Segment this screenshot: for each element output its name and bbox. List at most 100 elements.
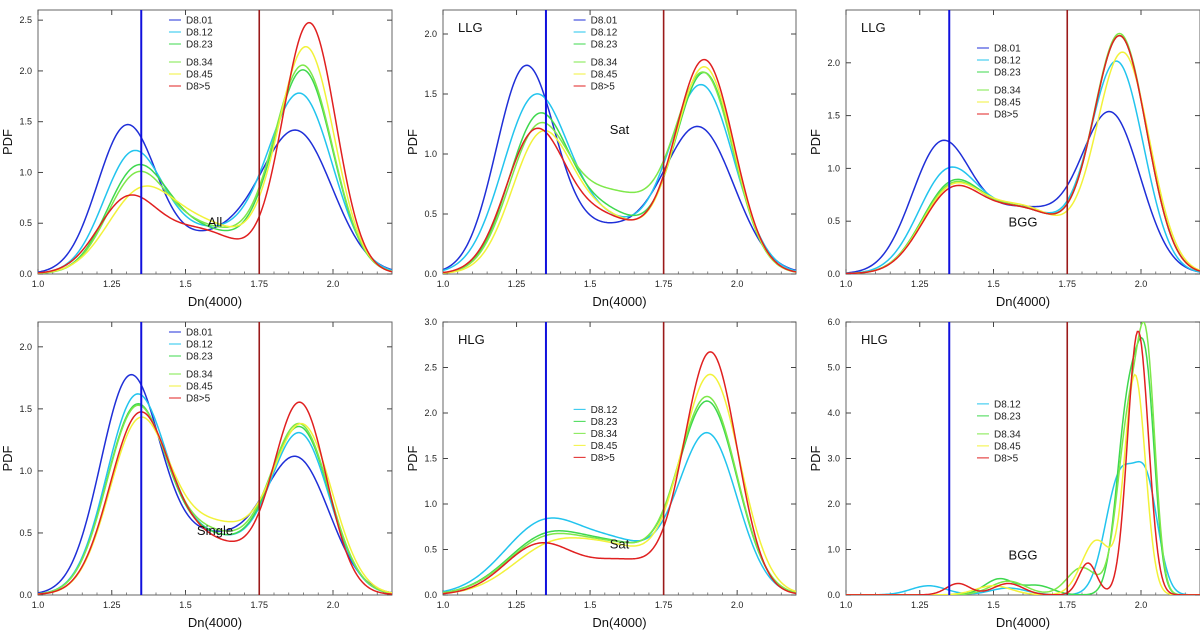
y-tick-label: 2.0 [19, 342, 32, 352]
legend-label: D8.45 [994, 98, 1021, 109]
y-axis-label: PDF [808, 129, 823, 155]
y-tick-label: 0.0 [19, 269, 32, 279]
y-tick-label: 2.0 [827, 58, 840, 68]
plot-frame [37, 321, 393, 596]
series-line-d801 [38, 123, 392, 273]
x-tick-label: 2.0 [1135, 279, 1148, 289]
x-tick-label: 1.75 [1058, 600, 1076, 610]
legend-label: D8>5 [591, 82, 616, 93]
legend-label: D8.12 [186, 28, 213, 39]
y-tick-label: 0.5 [19, 218, 32, 228]
x-tick-label: 1.75 [655, 279, 673, 289]
legend-label: D8.45 [186, 70, 213, 81]
y-tick-label: 1.0 [827, 545, 840, 555]
y-tick-label: 3.0 [424, 317, 437, 327]
legend-label: D8.34 [591, 429, 618, 440]
x-axis-label: Dn(4000) [188, 615, 242, 630]
legend-label: D8.23 [994, 68, 1021, 79]
legend-label: D8.23 [591, 417, 618, 428]
legend-label: D8.23 [186, 40, 213, 51]
legend-label: D8>5 [186, 82, 211, 93]
x-tick-label: 2.0 [731, 279, 744, 289]
corner-label: LLG [861, 20, 886, 35]
y-tick-label: 1.5 [424, 454, 437, 464]
legend-label: D8.45 [994, 441, 1021, 452]
y-axis-label: PDF [405, 445, 420, 471]
series-line-d845 [38, 45, 392, 274]
corner-label: HLG [861, 332, 888, 347]
legend-label: D8.12 [591, 28, 618, 39]
x-axis-label: Dn(4000) [996, 615, 1050, 630]
y-tick-label: 1.5 [827, 111, 840, 121]
plot-frame [845, 321, 1200, 596]
x-tick-label: 2.0 [1135, 600, 1148, 610]
legend-label: D8.23 [994, 411, 1021, 422]
x-tick-label: 1.0 [437, 279, 450, 289]
y-tick-label: 1.0 [827, 163, 840, 173]
y-tick-label: 0.0 [424, 590, 437, 600]
y-tick-label: 1.5 [19, 404, 32, 414]
legend-label: D8.23 [186, 352, 213, 363]
series-line-d845 [443, 66, 796, 274]
y-tick-label: 0.0 [424, 269, 437, 279]
plot-area [443, 351, 796, 595]
x-tick-label: 1.75 [1058, 279, 1076, 289]
legend-label: D8.34 [186, 370, 213, 381]
series-line-d834 [38, 64, 392, 274]
panel-label: BGG [1009, 214, 1038, 229]
y-tick-label: 1.0 [19, 466, 32, 476]
x-tick-label: 1.25 [103, 279, 121, 289]
x-tick-label: 1.5 [584, 600, 597, 610]
y-tick-label: 1.0 [19, 167, 32, 177]
x-tick-label: 1.75 [250, 600, 268, 610]
x-tick-label: 2.0 [731, 600, 744, 610]
series-line-d801 [443, 64, 796, 272]
corner-label: LLG [458, 20, 483, 35]
panel-label: BGG [1009, 548, 1038, 563]
panel-label: All [208, 214, 223, 229]
legend-label: D8>5 [186, 394, 211, 405]
legend-label: D8.12 [994, 56, 1021, 67]
panel-top-right: 1.0 1.25 1.5 1.75 2.0 0.0 0.5 1.0 1.5 2.0 Dn(4000)… [808, 9, 1200, 309]
x-tick-label: 1.5 [584, 279, 597, 289]
series-line-d85 [443, 351, 796, 595]
series-line-d801 [38, 373, 392, 594]
y-tick-label: 2.0 [424, 29, 437, 39]
x-tick-label: 2.0 [327, 600, 340, 610]
series-line-d845 [38, 416, 392, 595]
y-tick-label: 1.5 [424, 89, 437, 99]
legend-label: D8.01 [186, 328, 213, 339]
y-axis-label: PDF [808, 445, 823, 471]
x-tick-label: 1.5 [179, 600, 192, 610]
plot-frame [442, 9, 797, 275]
legend-label: D8.12 [591, 405, 618, 416]
y-tick-label: 6.0 [827, 317, 840, 327]
series-line-d812 [443, 431, 796, 594]
plot-frame [845, 9, 1200, 275]
legend-label: D8.12 [994, 399, 1021, 410]
panel-top-left: 1.0 1.25 1.5 1.75 2.0 0.0 0.5 1.0 1.5 2.0 2.5 Dn(40… [0, 9, 393, 309]
panel-top-middle: 1.0 1.25 1.5 1.75 2.0 0.0 0.5 1.0 1.5 2.0 Dn(4000)… [405, 9, 797, 309]
legend-label: D8>5 [591, 453, 616, 464]
x-axis-label: Dn(4000) [188, 294, 242, 309]
series-line-d85 [846, 330, 1200, 595]
x-tick-label: 1.25 [911, 600, 929, 610]
y-tick-label: 4.0 [827, 408, 840, 418]
y-tick-label: 5.0 [827, 363, 840, 373]
x-axis-label: Dn(4000) [996, 294, 1050, 309]
plot-area [846, 322, 1200, 595]
y-tick-label: 0.0 [827, 590, 840, 600]
legend-label: D8.12 [186, 340, 213, 351]
x-tick-label: 1.5 [179, 279, 192, 289]
panel-bottom-left: 1.0 1.25 1.5 1.75 2.0 0.0 0.5 1.0 1.5 2.0 Dn(4000)… [0, 321, 393, 630]
y-tick-label: 2.5 [19, 15, 32, 25]
panel-bottom-right: 1.0 1.25 1.5 1.75 2.00.01.02.03.04.05.06.0Dn… [808, 317, 1200, 630]
y-tick-label: 1.0 [424, 149, 437, 159]
y-tick-label: 0.5 [424, 545, 437, 555]
x-tick-label: 1.75 [250, 279, 268, 289]
x-tick-label: 1.25 [911, 279, 929, 289]
y-tick-label: 0.5 [424, 209, 437, 219]
series-line-d812 [846, 460, 1200, 595]
x-tick-label: 1.75 [655, 600, 673, 610]
